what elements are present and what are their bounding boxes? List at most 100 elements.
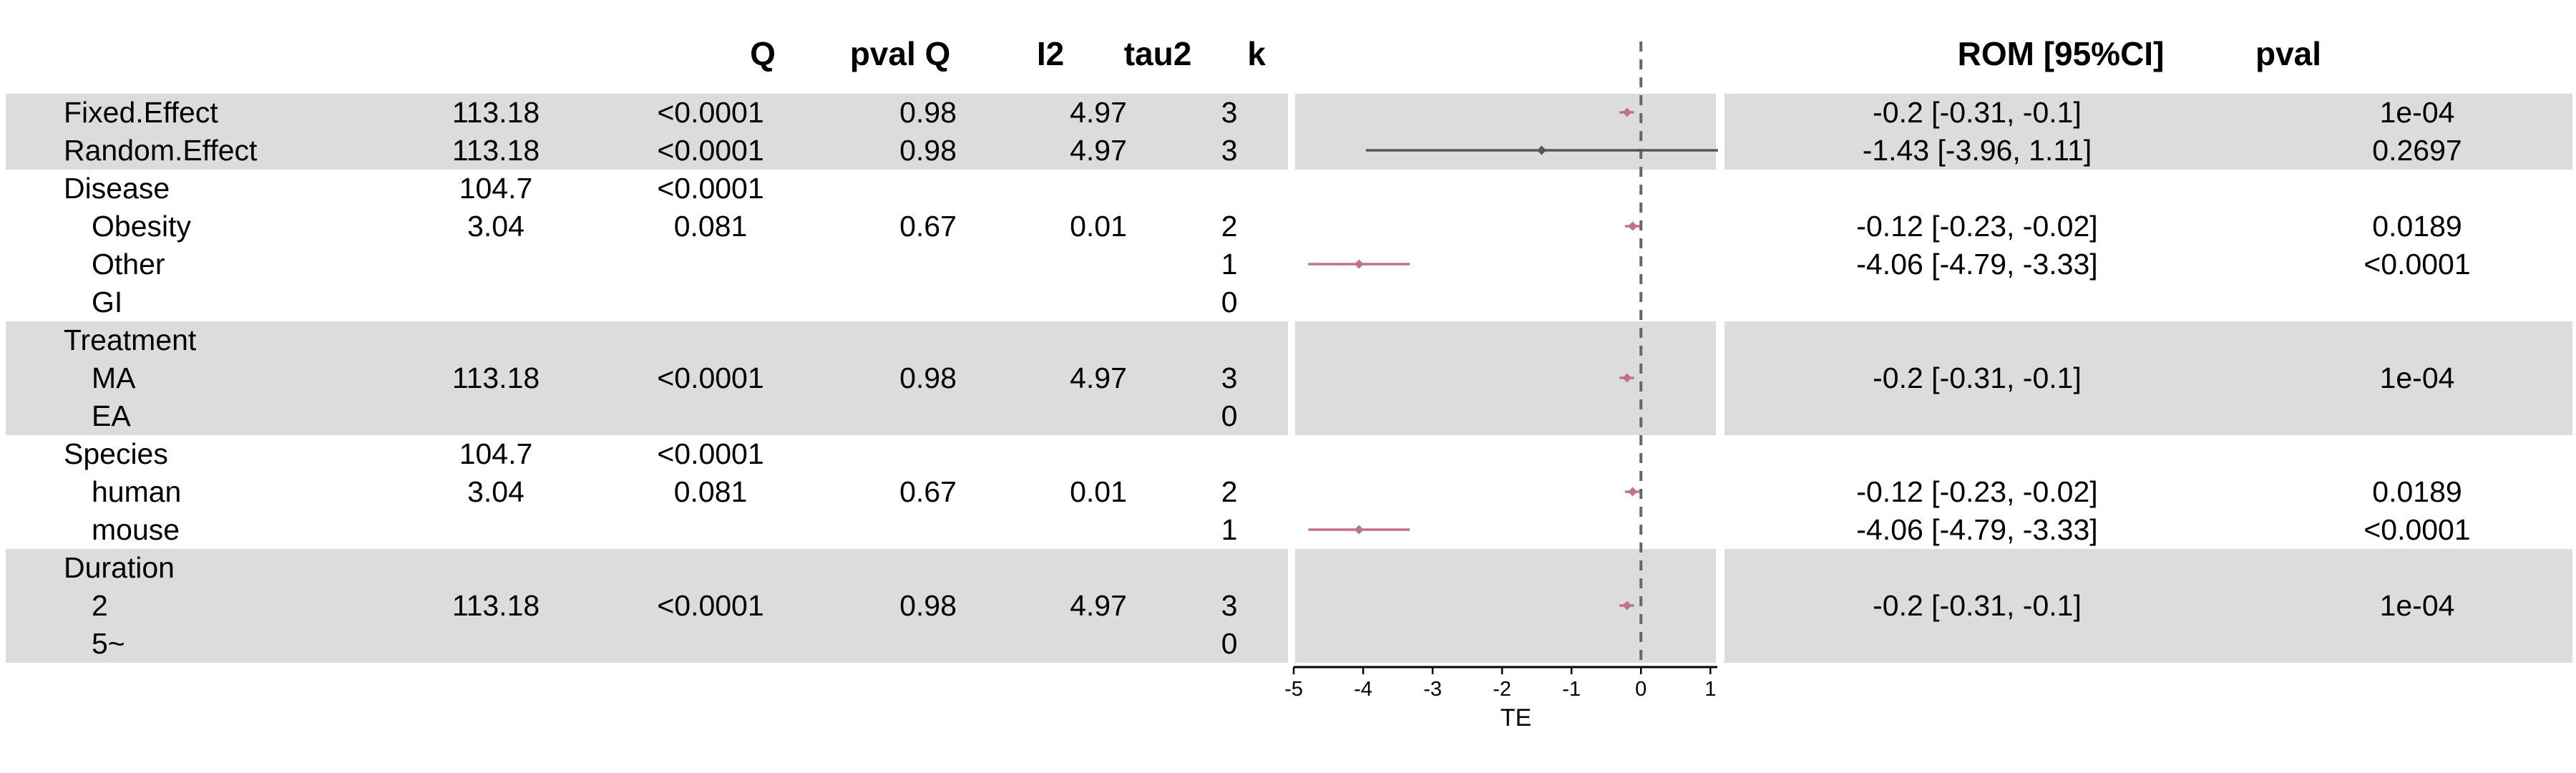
cell-k: 2	[1221, 475, 1238, 508]
cell-pval: 0.0189	[2372, 475, 2462, 508]
cell-pval-q: <0.0001	[657, 171, 764, 205]
cell-rom-ci: -0.12 [-0.23, -0.02]	[1856, 475, 2098, 508]
cell-i2: 0.98	[899, 95, 957, 129]
cell-k: 0	[1221, 399, 1238, 432]
cell-pval: 1e-04	[2379, 588, 2455, 622]
cell-q: 104.7	[459, 171, 533, 205]
cell-i2: 0.67	[899, 209, 957, 243]
cell-k: 3	[1221, 588, 1238, 622]
cell-tau2: 4.97	[1070, 133, 1127, 167]
point-estimate	[1622, 107, 1632, 117]
cell-rom-ci: -1.43 [-3.96, 1.11]	[1862, 133, 2092, 167]
cell-k: 3	[1221, 133, 1238, 167]
cell-tau2: 4.97	[1070, 361, 1127, 394]
cell-i2: 0.67	[899, 475, 957, 508]
cell-k: 2	[1221, 209, 1238, 243]
group-label: Treatment	[64, 323, 197, 356]
x-tick-label: -1	[1562, 678, 1581, 701]
point-estimate	[1628, 487, 1638, 497]
cell-k: 0	[1221, 626, 1238, 660]
cell-k: 3	[1221, 361, 1238, 394]
subgroup-label: Other	[92, 247, 165, 281]
cell-tau2: 0.01	[1070, 475, 1127, 508]
row-band	[1724, 94, 2572, 170]
subgroup-label: EA	[92, 399, 131, 432]
cell-rom-ci: -0.12 [-0.23, -0.02]	[1856, 209, 2098, 243]
subgroup-label: mouse	[92, 512, 180, 546]
cell-k: 0	[1221, 285, 1238, 319]
header-rom-ci: ROM [95%CI]	[1957, 35, 2165, 72]
group-label: Species	[64, 437, 168, 470]
subgroup-label: GI	[92, 285, 123, 319]
header-k: k	[1247, 35, 1266, 72]
x-tick-label: -3	[1423, 678, 1442, 701]
cell-pval: 0.0189	[2372, 209, 2462, 243]
cell-pval-q: <0.0001	[657, 361, 764, 394]
cell-q: 113.18	[452, 588, 540, 622]
cell-pval: 1e-04	[2379, 95, 2455, 129]
cell-rom-ci: -4.06 [-4.79, -3.33]	[1856, 512, 2098, 546]
cell-pval: 0.2697	[2372, 133, 2462, 167]
cell-i2: 0.98	[899, 133, 957, 167]
cell-q: 113.18	[452, 361, 540, 394]
cell-pval-q: <0.0001	[657, 437, 764, 470]
cell-i2: 0.98	[899, 361, 957, 394]
row-band	[6, 549, 1288, 663]
cell-pval-q: <0.0001	[657, 588, 764, 622]
point-estimate	[1622, 373, 1632, 383]
group-label: Random.Effect	[64, 133, 258, 167]
x-tick-label: -5	[1284, 678, 1303, 701]
cell-q: 3.04	[467, 209, 525, 243]
cell-rom-ci: -4.06 [-4.79, -3.33]	[1856, 247, 2098, 281]
row-band	[6, 321, 1288, 435]
cell-pval-q: 0.081	[673, 209, 748, 243]
point-estimate	[1354, 525, 1364, 535]
cell-q: 113.18	[452, 95, 540, 129]
row-band	[1724, 549, 2572, 663]
cell-pval: <0.0001	[2363, 512, 2471, 546]
point-estimate	[1536, 145, 1546, 155]
cell-pval: <0.0001	[2363, 247, 2471, 281]
cell-tau2: 4.97	[1070, 588, 1127, 622]
x-tick-label: -4	[1354, 678, 1372, 701]
header-pval-q: pval Q	[849, 35, 951, 72]
header-q: Q	[750, 35, 776, 72]
subgroup-label: human	[92, 475, 182, 508]
cell-k: 1	[1221, 247, 1238, 281]
row-band	[1295, 549, 1716, 663]
header-i2: I2	[1036, 35, 1065, 72]
x-tick-label: 0	[1635, 678, 1646, 701]
cell-q: 3.04	[467, 475, 525, 508]
cell-q: 113.18	[452, 133, 540, 167]
cell-pval-q: <0.0001	[657, 95, 764, 129]
subgroup-label: Obesity	[92, 209, 191, 243]
cell-tau2: 4.97	[1070, 95, 1127, 129]
subgroup-label: 5~	[92, 626, 125, 660]
cell-tau2: 0.01	[1070, 209, 1127, 243]
subgroup-label: MA	[92, 361, 136, 394]
cell-k: 3	[1221, 95, 1238, 129]
group-label: Fixed.Effect	[64, 95, 218, 129]
header-tau2: tau2	[1123, 35, 1192, 72]
cell-k: 1	[1221, 512, 1238, 546]
subgroup-label: 2	[92, 588, 108, 622]
cell-rom-ci: -0.2 [-0.31, -0.1]	[1873, 95, 2082, 129]
cell-rom-ci: -0.2 [-0.31, -0.1]	[1873, 361, 2082, 394]
header-pval: pval	[2255, 35, 2322, 72]
cell-pval-q: 0.081	[673, 475, 748, 508]
x-tick-label: -2	[1493, 678, 1511, 701]
row-band	[1295, 321, 1716, 435]
point-estimate	[1628, 221, 1638, 231]
point-estimate	[1622, 601, 1632, 611]
group-label: Duration	[64, 550, 175, 584]
x-tick-label: 1	[1704, 678, 1716, 701]
row-band	[1724, 321, 2572, 435]
row-band	[6, 94, 1288, 170]
x-axis-label: TE	[1501, 704, 1531, 731]
row-band	[1295, 94, 1716, 170]
cell-rom-ci: -0.2 [-0.31, -0.1]	[1873, 588, 2082, 622]
cell-i2: 0.98	[899, 588, 957, 622]
group-label: Disease	[64, 171, 170, 205]
